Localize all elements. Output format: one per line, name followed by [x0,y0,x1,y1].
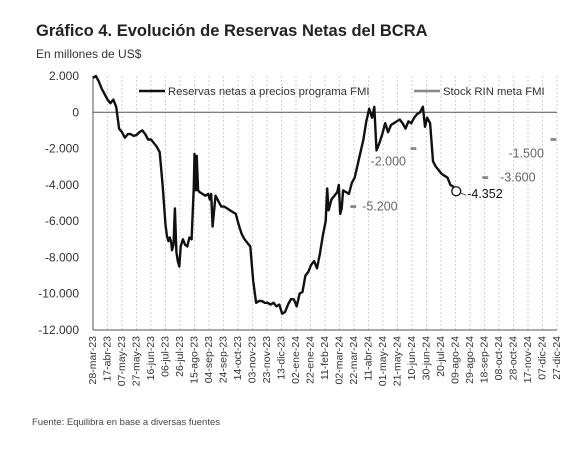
y-tick-label: 0 [72,105,79,119]
x-tick-label: 23-nov-23 [261,336,273,383]
x-tick-label: 26-jul-23 [174,336,186,377]
y-tick-label: 2.000 [49,69,79,83]
x-tick-label: 27-dic-24 [551,336,563,380]
x-tick-label: 17-abr-23 [102,336,114,382]
x-tick-labels: 28-mar-23 17-abr-23 07-may-23 27-may-23 16-j… [87,336,563,386]
x-tick-label: 22-ene-24 [305,336,317,384]
x-tick-label: 21-may-24 [392,336,404,386]
x-tick-label: 09-ago-24 [450,336,462,384]
x-tick-label: 27-may-23 [131,336,143,386]
target-label: -1.500 [508,147,543,161]
y-tick-label: -4.000 [45,178,79,192]
x-tick-label: 16-jun-23 [145,336,157,381]
x-tick-label: 10-jun-24 [406,336,418,381]
source-note: Fuente: Equilibra en base a diversas fue… [32,417,221,428]
x-tick-label: 24-sep-23 [218,336,230,383]
x-tick-label: 11-abr-24 [363,336,375,381]
imf-target-series: -5.200 -2.000 -3.600 -1.500 [350,138,557,214]
target-label: -3.600 [500,171,535,185]
x-tick-label: 03-nov-23 [247,336,259,383]
x-tick-label: 07-dic-24 [537,336,549,380]
endpoint-marker [451,186,462,197]
x-tick-label: 18-sep-24 [479,336,491,383]
reserves-line [92,74,458,315]
chart-subtitle: En millones de US$ [36,47,142,61]
x-tick-label: 06-jul-23 [160,336,172,377]
x-tick-label: 08-oct-24 [493,336,505,381]
x-tick-label: 04-sep-23 [203,336,215,383]
x-tick-label: 30-jun-24 [421,336,433,381]
x-tick-label: 15-ago-23 [189,336,201,384]
net-reserves-series: -4.352 [92,74,503,315]
x-tick-label: 02-mar-24 [334,336,346,385]
y-tick-label: -12.000 [38,323,79,337]
endpoint-label: -4.352 [467,187,502,201]
legend: Reservas netas a precios programa FMI Sto… [139,86,545,98]
x-tick-label: 01-may-24 [377,336,389,386]
x-tick-label: 13-dic-23 [276,336,288,380]
y-tick-labels: 2.000 0 -2.000 -4.000 -6.000 -8.000 -10.000 -12… [38,69,79,337]
x-tick-label: 07-may-23 [116,336,128,386]
x-tick-label: 02-ene-24 [290,336,302,384]
y-tick-label: -10.000 [38,287,79,301]
x-tick-label: 14-oct-23 [232,336,244,381]
x-tick-label: 17-nov-24 [522,336,534,383]
x-tick-label: 22-mar-24 [348,336,360,385]
x-tick-label: 20-jul-24 [435,336,447,377]
x-tick-label: 29-ago-24 [464,336,476,384]
x-tick-label: 28-oct-24 [508,336,520,381]
chart-title: Gráfico 4. Evolución de Reservas Netas d… [36,22,428,40]
axes [92,76,557,331]
y-tick-label: -8.000 [45,250,79,264]
x-tick-label: 11-feb-24 [319,336,331,380]
legend-label-reserves: Reservas netas a precios programa FMI [168,86,370,98]
x-tick-label: 28-mar-23 [87,336,99,385]
y-tick-label: -6.000 [45,214,79,228]
target-label: -2.000 [371,155,406,169]
y-tick-label: -2.000 [45,142,79,156]
legend-label-target: Stock RIN meta FMI [443,86,545,98]
vertical-gridlines [107,76,558,330]
target-label: -5.200 [362,200,397,214]
